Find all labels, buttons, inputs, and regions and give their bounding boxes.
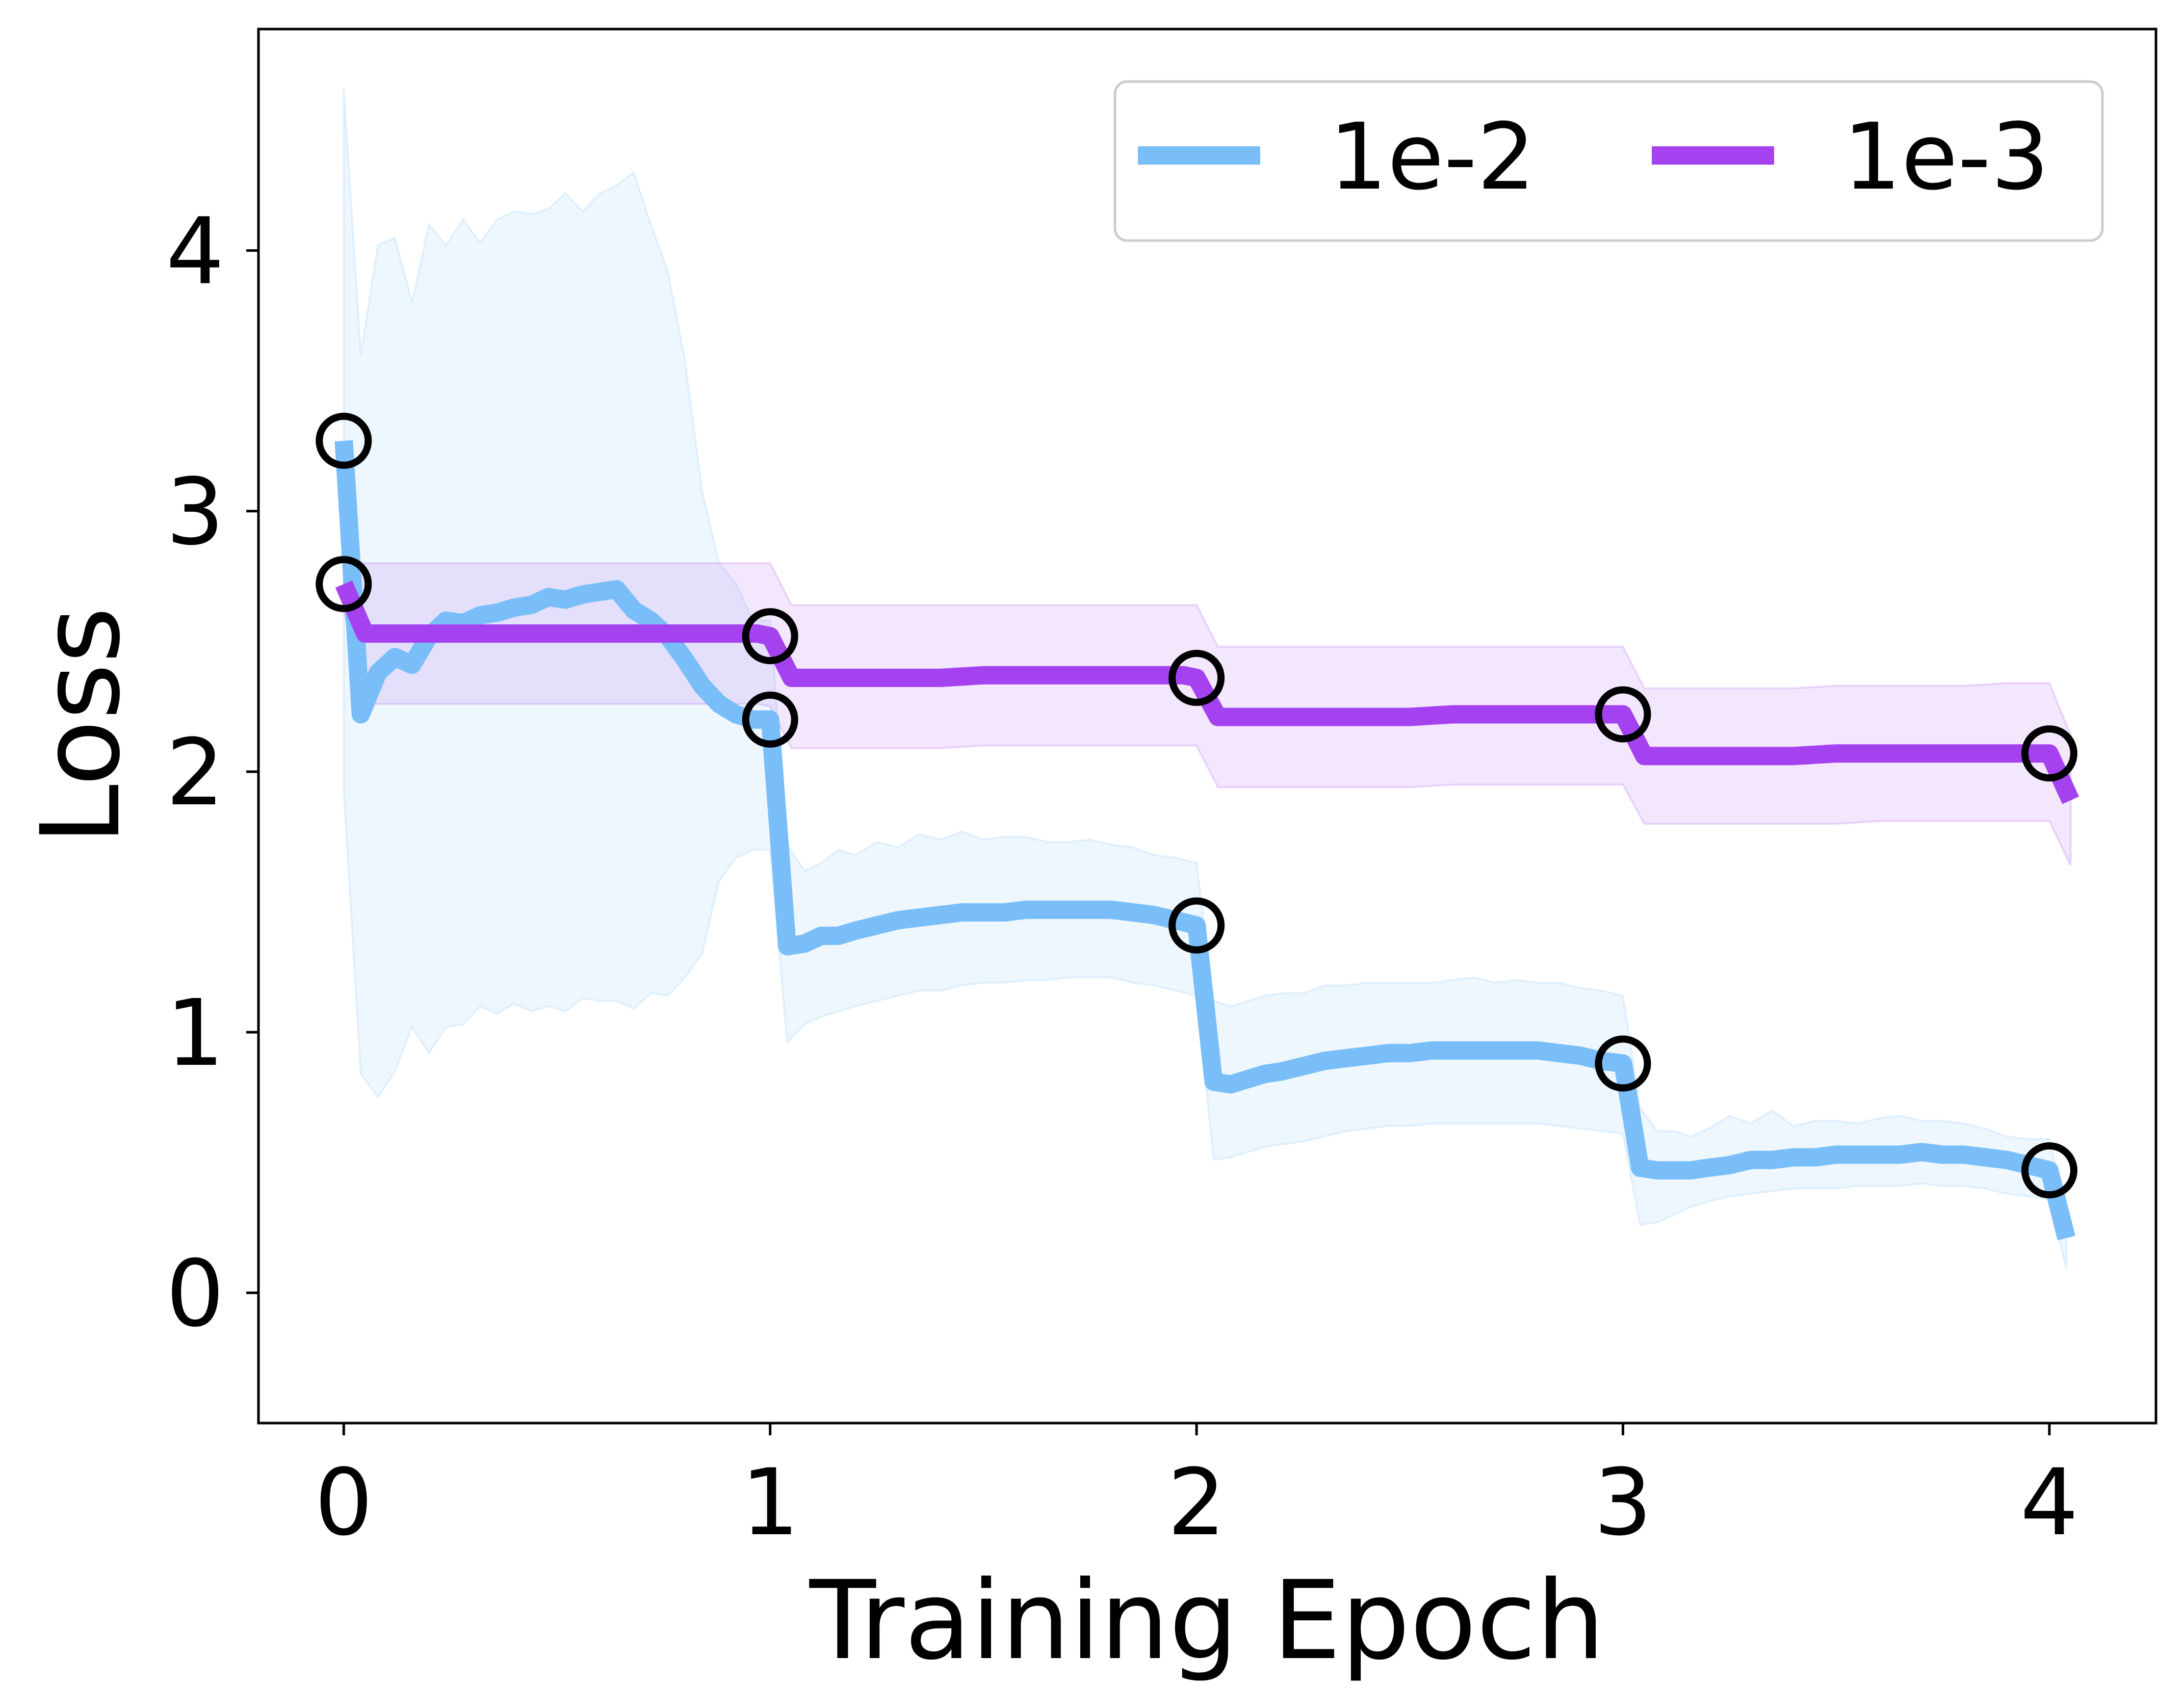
y-tick-label: 4 <box>166 199 224 305</box>
plot-frame <box>257 28 2157 1425</box>
x-tick-label: 3 <box>1594 1450 1652 1556</box>
y-tick-label: 3 <box>166 459 224 566</box>
series-0-epoch-marker-0 <box>316 412 372 469</box>
series-1-epoch-marker-0 <box>316 556 372 612</box>
series-0-epoch-marker-4 <box>2021 1142 2077 1199</box>
x-tick-label: 1 <box>741 1450 799 1556</box>
y-tick-label: 0 <box>166 1241 224 1347</box>
y-axis-label: Loss <box>18 607 144 845</box>
legend-box <box>1113 80 2104 242</box>
series-1-epoch-marker-3 <box>1595 686 1651 743</box>
legend-label-1: 1e-3 <box>1843 104 2049 211</box>
epoch-markers <box>316 412 2077 1199</box>
series-0-epoch-marker-1 <box>742 691 798 748</box>
x-axis-ticks: 0 1 2 3 4 <box>315 1423 2078 1556</box>
series-1-epoch-marker-4 <box>2021 725 2077 782</box>
series-0-line <box>334 440 2075 1241</box>
series-1-epoch-marker-1 <box>742 608 798 665</box>
x-tick-label: 0 <box>315 1450 373 1556</box>
series-1-epoch-marker-2 <box>1168 649 1225 706</box>
x-tick-label: 2 <box>1167 1450 1226 1556</box>
x-tick-label: 4 <box>2020 1450 2079 1556</box>
y-axis-ticks: 0 1 2 3 4 <box>166 199 258 1347</box>
legend: 1e-2 1e-3 <box>1113 80 2104 242</box>
legend-label-0: 1e-2 <box>1329 104 1536 211</box>
series-0-epoch-marker-2 <box>1168 897 1225 954</box>
series-0-epoch-marker-3 <box>1595 1035 1651 1092</box>
y-tick-label: 1 <box>166 980 224 1087</box>
y-tick-label: 2 <box>166 720 224 826</box>
x-axis-label: Training Epoch <box>809 1558 1605 1684</box>
